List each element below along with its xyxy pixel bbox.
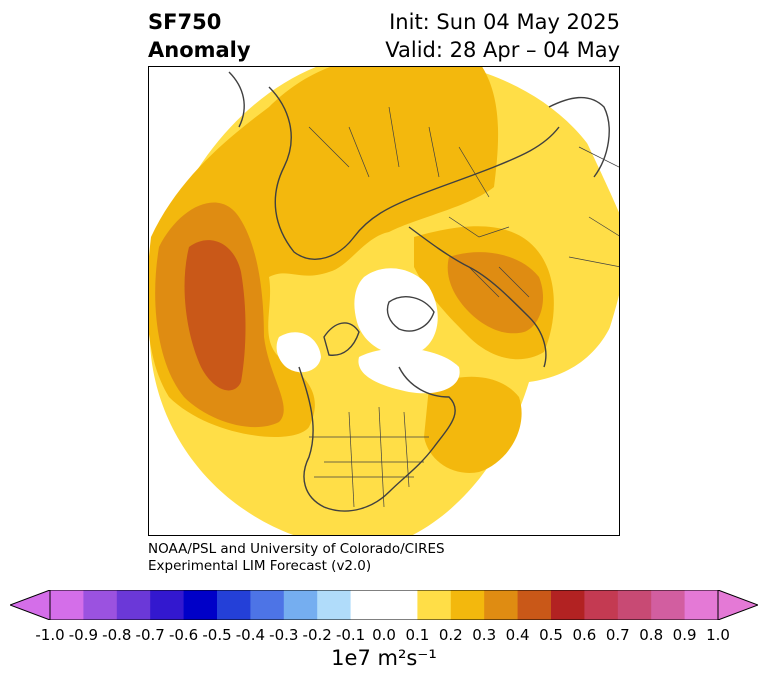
colorbar-cell <box>250 590 285 620</box>
contour-0.2-atlantic <box>424 376 522 473</box>
colorbar-cell <box>684 590 719 620</box>
neutral-corner-ne <box>551 67 619 213</box>
colorbar-tick-label: 0.0 <box>372 626 396 644</box>
colorbar-tick-label: 1.0 <box>706 626 730 644</box>
colorbar-tick-label: -0.3 <box>269 626 299 644</box>
neutral-corner-nw <box>149 67 299 217</box>
colorbar-cell <box>150 590 185 620</box>
colorbar-tick-label: 0.2 <box>438 626 463 644</box>
neutral-corner-sw <box>149 427 292 535</box>
colorbar-tick-label: -0.5 <box>202 626 232 644</box>
colorbar-cell <box>651 590 686 620</box>
colorbar-cell <box>83 590 118 620</box>
colorbar-tick-label: -1.0 <box>35 626 65 644</box>
colorbar-extend-min <box>10 590 51 620</box>
neutral-atlantic <box>358 348 460 394</box>
colorbar-tick-label: -0.1 <box>335 626 366 644</box>
colorbar-tick-label: -0.6 <box>168 626 199 644</box>
colorbar-cell <box>384 590 418 620</box>
credit-text: NOAA/PSL and University of Colorado/CIRE… <box>148 541 445 575</box>
anomaly-label: Anomaly <box>148 38 251 62</box>
contour-0.4-pacific <box>184 240 246 391</box>
colorbar-cell <box>217 590 251 620</box>
colorbar-cell <box>617 590 652 620</box>
neutral-pole <box>354 268 438 356</box>
coastlines <box>228 71 610 512</box>
colorbar-outline <box>49 590 719 620</box>
colorbar-cell <box>116 590 151 620</box>
colorbar-extend-max <box>717 590 758 620</box>
colorbar-tick-label: 0.9 <box>672 626 697 644</box>
colorbar-cell <box>350 590 385 620</box>
colorbar-tick-label: -0.9 <box>68 626 99 644</box>
variable-name: SF750 <box>148 10 222 34</box>
map-panel <box>148 66 620 536</box>
colorbar-tick-label: 0.5 <box>539 626 563 644</box>
colorbar-cell <box>283 590 318 620</box>
colorbar-tick-label: -0.2 <box>302 626 332 644</box>
colorbar-tick-label: 0.4 <box>505 626 530 644</box>
political-borders <box>308 106 619 508</box>
neutral-corner-se <box>452 295 619 535</box>
init-date: Init: Sun 04 May 2025 <box>389 10 620 34</box>
credit-line-2: Experimental LIM Forecast (v2.0) <box>148 558 372 574</box>
valid-range: Valid: 28 Apr – 04 May <box>385 38 620 62</box>
colorbar-cell <box>50 590 84 620</box>
colorbar <box>10 590 758 620</box>
colorbar-tick-label: 0.6 <box>572 626 597 644</box>
credit-line-1: NOAA/PSL and University of Colorado/CIRE… <box>148 541 445 557</box>
colorbar-tick-label: -0.8 <box>102 626 132 644</box>
contour-0.3-asia <box>447 252 544 334</box>
colorbar-cell <box>484 590 519 620</box>
colorbar-tick-label: 0.7 <box>605 626 630 644</box>
colorbar-cell <box>183 590 218 620</box>
colorbar-tick-label: 0.1 <box>405 626 430 644</box>
anomaly-map <box>149 67 619 535</box>
colorbar-cell <box>317 590 352 620</box>
colorbar-cell <box>584 590 619 620</box>
colorbar-tick-label: 0.3 <box>472 626 497 644</box>
colorbar-unit-label: 1e7 m²s⁻¹ <box>331 646 437 670</box>
colorbar-cell <box>450 590 485 620</box>
colorbar-tick-label: -0.7 <box>135 626 165 644</box>
colorbar-cell <box>551 590 585 620</box>
colorbar-ticks: -1.0 -0.9 -0.8 -0.7 -0.6 -0.5 -0.4 -0.3 -0.2 -0.1… <box>0 626 768 646</box>
map-title-right: Init: Sun 04 May 2025 Valid: 28 Apr – 04… <box>385 8 620 64</box>
colorbar-cell <box>417 590 452 620</box>
colorbar-tick-label: 0.8 <box>639 626 664 644</box>
colorbar-tick-label: -0.4 <box>235 626 266 644</box>
colorbar-cell <box>517 590 552 620</box>
neutral-hudson <box>276 332 321 373</box>
map-title-left: SF750 Anomaly <box>148 8 251 64</box>
